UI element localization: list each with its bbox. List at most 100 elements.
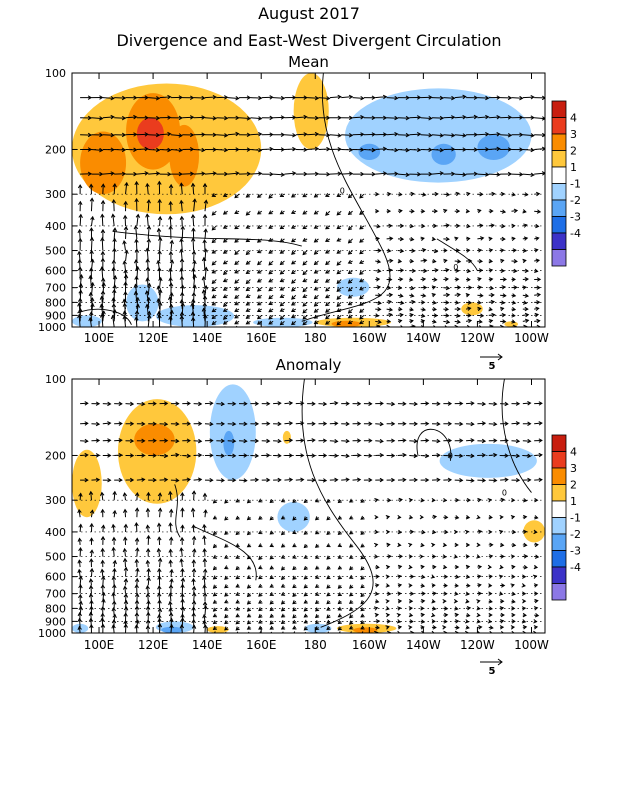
y-tick-label: 400 xyxy=(45,220,66,233)
wind-vector xyxy=(90,491,92,501)
wind-vector xyxy=(112,315,115,327)
wind-vector-head xyxy=(202,295,208,300)
wind-vector-head xyxy=(530,115,535,120)
wind-vector-head xyxy=(123,523,129,528)
wind-vector-head xyxy=(302,210,307,215)
wind-vector xyxy=(170,569,173,577)
wind-vector-head xyxy=(385,564,391,570)
wind-vector-head xyxy=(511,307,517,312)
wind-vector-head xyxy=(291,270,296,275)
wind-vector xyxy=(203,535,206,545)
wind-vector-head xyxy=(280,95,286,101)
wind-vector-head xyxy=(374,591,379,596)
wind-vector-head xyxy=(347,294,353,299)
vector-reference-head xyxy=(497,353,503,361)
wind-vector xyxy=(250,117,262,120)
wind-vector-head xyxy=(436,438,441,444)
wind-vector-head xyxy=(256,269,262,274)
wind-vector-head xyxy=(259,631,262,633)
wind-vector-head xyxy=(224,171,229,177)
wind-vector-head xyxy=(279,278,284,283)
wind-vector-head xyxy=(110,213,116,218)
wind-vector-head xyxy=(288,400,294,406)
wind-vector-head xyxy=(379,477,384,483)
wind-vector-head xyxy=(180,491,185,497)
wind-vector-head xyxy=(256,315,262,320)
wind-vector-head xyxy=(100,277,106,282)
wind-vector-head xyxy=(191,559,196,564)
wind-vector-head xyxy=(336,295,341,300)
wind-vector-head xyxy=(100,228,106,234)
wind-vector-head xyxy=(189,132,195,138)
wind-vector-head xyxy=(405,115,410,121)
wind-vector-head xyxy=(169,578,174,583)
wind-vector-head xyxy=(157,314,162,319)
wind-vector-head xyxy=(421,247,427,253)
wind-vector-head xyxy=(456,306,461,312)
wind-vector-head xyxy=(258,147,263,153)
wind-vector xyxy=(477,116,489,119)
wind-vector-head xyxy=(360,600,365,605)
wind-vector-head xyxy=(375,236,380,241)
wind-vector-head xyxy=(78,575,83,580)
wind-vector-head xyxy=(408,599,414,604)
wind-vector xyxy=(102,576,104,586)
wind-vector-head xyxy=(246,620,252,625)
wind-vector-head xyxy=(201,289,207,294)
wind-vector-head xyxy=(279,294,284,299)
wind-vector-head xyxy=(123,200,128,205)
wind-vector-head xyxy=(168,250,174,256)
wind-vector xyxy=(193,199,196,212)
wind-vector-head xyxy=(190,507,196,512)
wind-vector-head xyxy=(155,96,161,101)
wind-vector-head xyxy=(398,497,403,503)
wind-vector-head xyxy=(431,497,436,503)
wind-vector-head xyxy=(122,492,128,497)
wind-vector-head xyxy=(303,613,308,618)
wind-vector-head xyxy=(394,95,399,101)
wind-vector-head xyxy=(511,529,517,535)
wind-vector-head xyxy=(246,171,252,177)
wind-vector-head xyxy=(511,606,516,611)
wind-vector-head xyxy=(416,132,422,137)
wind-vector-head xyxy=(146,296,151,302)
wind-vector xyxy=(193,592,195,602)
wind-vector xyxy=(135,291,138,303)
wind-vector-head xyxy=(453,599,459,604)
wind-vector-head xyxy=(336,270,341,275)
wind-vector-head xyxy=(224,606,229,611)
wind-vector xyxy=(443,294,450,296)
wind-vector-head xyxy=(410,574,415,579)
wind-vector-head xyxy=(408,542,413,548)
wind-vector-head xyxy=(467,313,472,318)
wind-vector-head xyxy=(445,236,450,242)
wind-vector-head xyxy=(212,116,217,121)
wind-vector-head xyxy=(481,478,487,483)
wind-vector-head xyxy=(99,295,105,300)
colorbar-swatch xyxy=(551,133,567,151)
wind-vector xyxy=(534,210,541,213)
wind-vector-head xyxy=(336,211,341,216)
wind-vector-head xyxy=(431,292,437,298)
contour-line xyxy=(301,379,374,628)
wind-vector xyxy=(113,576,115,586)
contour-line xyxy=(77,308,132,325)
wind-vector-head xyxy=(100,617,105,622)
wind-vector xyxy=(488,173,500,176)
wind-vector xyxy=(89,317,92,327)
wind-vector-head xyxy=(347,259,353,264)
wind-vector-head xyxy=(112,274,118,280)
wind-vector-head xyxy=(302,302,307,307)
wind-vector-head xyxy=(447,438,453,443)
wind-vector-head xyxy=(209,421,214,427)
wind-vector-head xyxy=(348,115,354,121)
wind-vector-head xyxy=(481,438,487,444)
wind-vector xyxy=(466,454,474,457)
wind-vector-head xyxy=(222,286,228,291)
wind-vector-head xyxy=(489,625,494,630)
wind-vector-head xyxy=(302,250,307,256)
wind-vector-head xyxy=(397,542,402,548)
wind-vector-head xyxy=(313,286,319,291)
wind-vector-head xyxy=(500,248,505,253)
wind-vector-head xyxy=(212,592,218,597)
